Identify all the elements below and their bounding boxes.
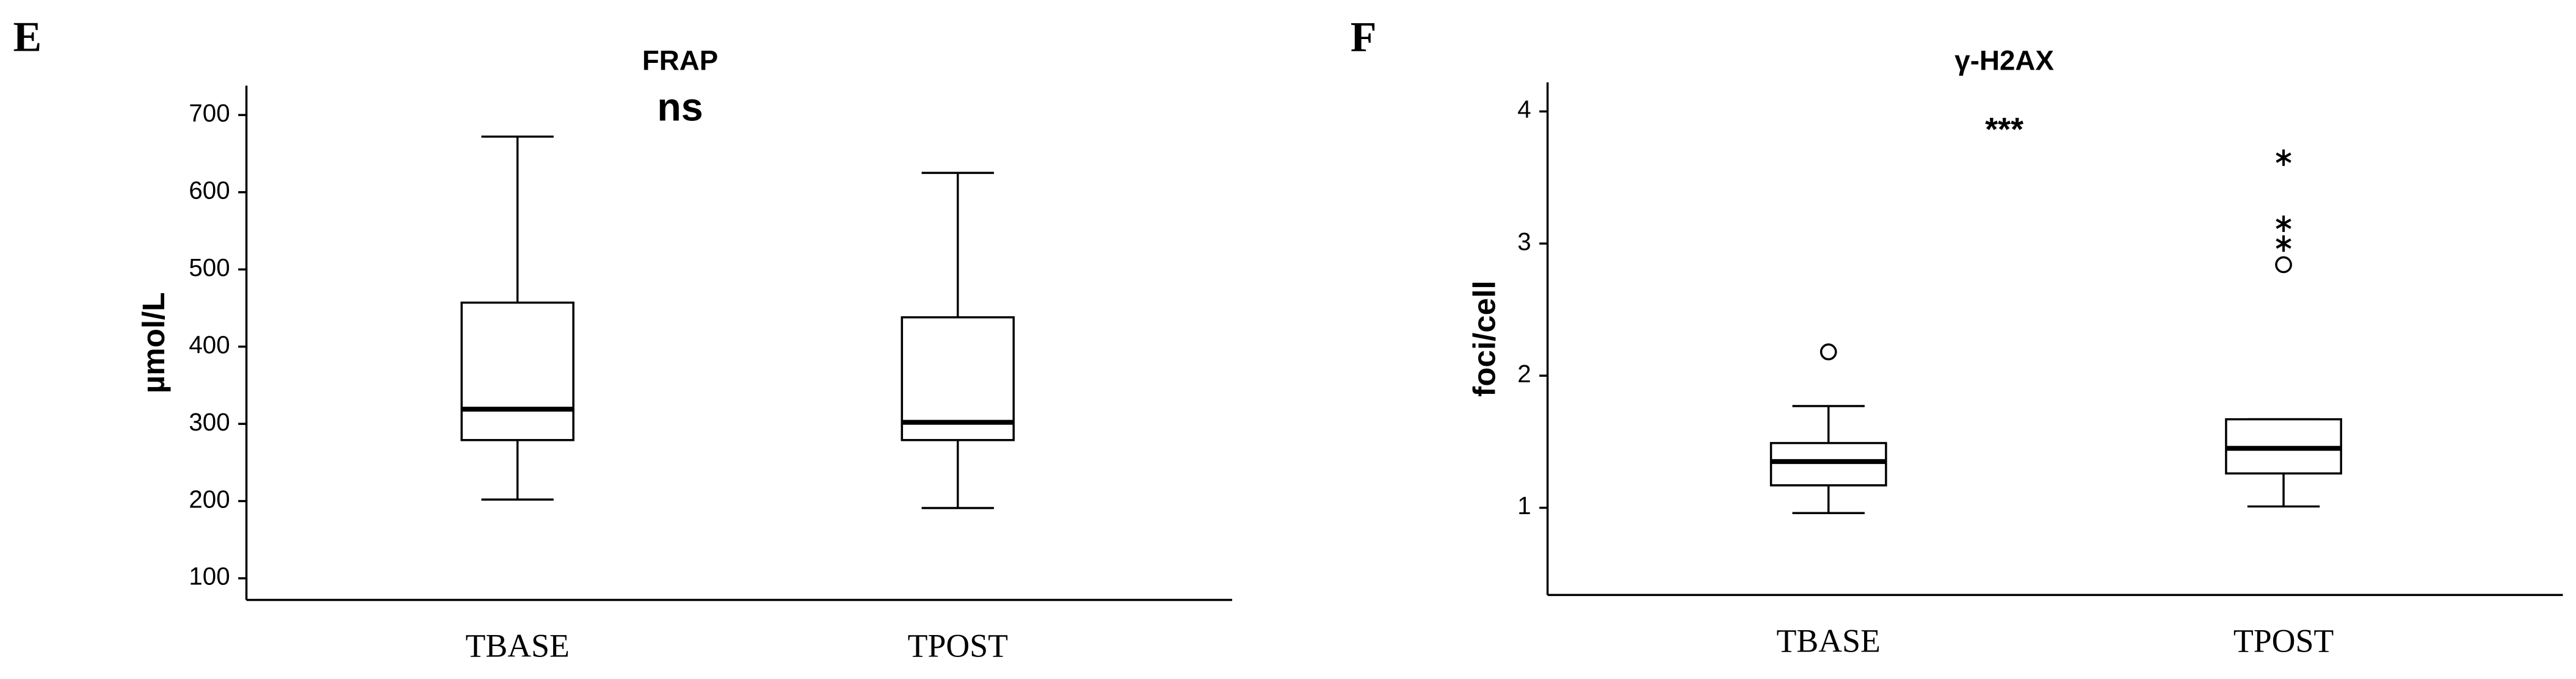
y-tick-label: 400: [189, 330, 230, 358]
panel-label: E: [13, 14, 42, 61]
box: [460, 301, 575, 441]
y-tick-label: 2: [1517, 360, 1531, 388]
chart-title: γ-H2AX: [1954, 45, 2054, 76]
y-tick-label: 200: [189, 485, 230, 513]
annotation: ns: [657, 85, 703, 129]
y-tick-label: 4: [1517, 95, 1531, 123]
x-tick-label: TBASE: [1777, 622, 1881, 659]
box: [901, 316, 1015, 441]
annotation: ***: [1985, 111, 2023, 148]
x-tick-label: TPOST: [2233, 622, 2334, 659]
x-tick-label: TPOST: [907, 628, 1007, 664]
extreme-outlier: [2276, 149, 2291, 166]
y-tick-label: 3: [1517, 228, 1531, 256]
y-tick-label: 1: [1517, 492, 1531, 520]
y-tick-label: 600: [189, 176, 230, 204]
y-tick-label: 700: [189, 99, 230, 127]
y-tick-label: 500: [189, 253, 230, 281]
y-axis-label: µmol/L: [136, 292, 171, 394]
panel-label: F: [1351, 14, 1377, 61]
outlier: [2275, 256, 2292, 274]
box: [1769, 441, 1887, 487]
extreme-outlier: [2276, 235, 2291, 252]
chart-title: FRAP: [642, 45, 719, 76]
x-tick-label: TBASE: [465, 628, 569, 664]
extreme-outlier: [2276, 215, 2291, 232]
y-axis-label: foci/cell: [1467, 280, 1502, 396]
y-tick-label: 100: [189, 562, 230, 590]
outlier: [1820, 343, 1837, 361]
y-tick-label: 300: [189, 408, 230, 436]
